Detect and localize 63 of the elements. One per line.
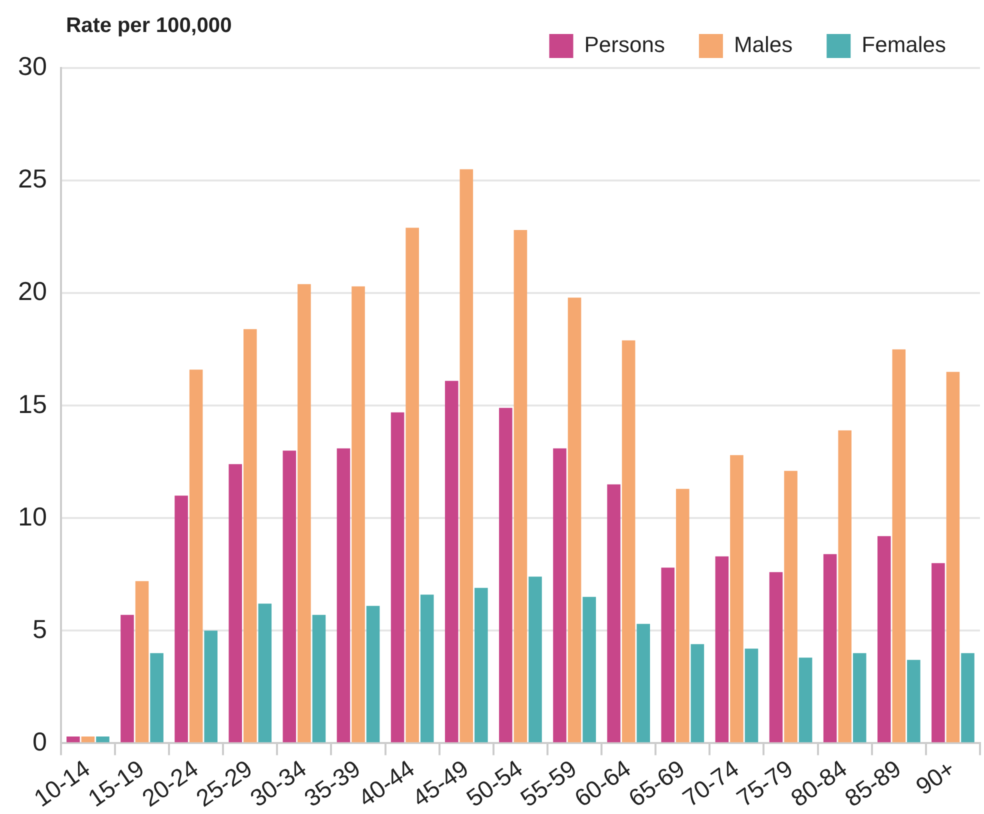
bar bbox=[744, 648, 758, 742]
bar bbox=[838, 430, 852, 742]
bar bbox=[607, 484, 620, 742]
bar bbox=[946, 372, 960, 742]
bar bbox=[336, 448, 350, 742]
bar bbox=[204, 630, 218, 742]
bar bbox=[312, 614, 326, 742]
bar bbox=[961, 653, 974, 742]
bar bbox=[228, 464, 242, 742]
bar bbox=[661, 568, 675, 742]
bar bbox=[636, 624, 650, 742]
legend-label: Males bbox=[734, 32, 793, 58]
bar bbox=[514, 230, 528, 742]
bar bbox=[715, 556, 729, 742]
y-tick-label: 0 bbox=[32, 726, 47, 756]
bar bbox=[66, 736, 80, 742]
bar bbox=[150, 653, 164, 742]
y-tick-label: 20 bbox=[18, 276, 47, 306]
bar bbox=[769, 572, 783, 742]
bar bbox=[798, 658, 812, 742]
y-tick-label: 10 bbox=[18, 501, 47, 532]
bar bbox=[823, 554, 837, 742]
bar bbox=[460, 169, 474, 742]
y-tick-label: 30 bbox=[18, 51, 47, 82]
bar bbox=[444, 380, 458, 742]
legend-label: Persons bbox=[584, 32, 665, 58]
bar bbox=[852, 653, 866, 742]
bar bbox=[189, 370, 203, 742]
bar bbox=[676, 488, 690, 742]
bar bbox=[474, 588, 488, 742]
bar bbox=[135, 581, 149, 742]
y-axis-title: Rate per 100,000 bbox=[66, 14, 232, 37]
bar bbox=[282, 450, 296, 742]
bar bbox=[420, 594, 434, 742]
bar bbox=[568, 298, 582, 742]
bar bbox=[932, 563, 945, 742]
bar bbox=[298, 284, 311, 742]
bar bbox=[690, 644, 704, 742]
bar bbox=[582, 596, 596, 742]
bar bbox=[892, 349, 906, 742]
y-tick-label: 25 bbox=[18, 164, 47, 194]
bar bbox=[366, 606, 380, 742]
bar bbox=[553, 448, 566, 742]
bar bbox=[406, 228, 419, 742]
bar bbox=[390, 412, 404, 742]
bar bbox=[243, 329, 257, 742]
x-tick-label: 90+ bbox=[911, 755, 960, 801]
bar bbox=[120, 614, 134, 742]
bar bbox=[622, 340, 636, 742]
bar bbox=[258, 604, 272, 742]
y-tick-label: 5 bbox=[32, 614, 47, 644]
bar bbox=[528, 576, 542, 742]
bar bbox=[499, 408, 512, 742]
bar bbox=[877, 536, 891, 742]
bar bbox=[174, 496, 188, 742]
legend-label: Females bbox=[862, 32, 946, 58]
bar bbox=[352, 286, 365, 742]
bar bbox=[730, 455, 744, 742]
bar bbox=[81, 736, 95, 742]
bar bbox=[907, 660, 920, 742]
bar bbox=[96, 736, 110, 742]
y-tick-label: 15 bbox=[18, 388, 47, 419]
bar bbox=[784, 470, 798, 742]
